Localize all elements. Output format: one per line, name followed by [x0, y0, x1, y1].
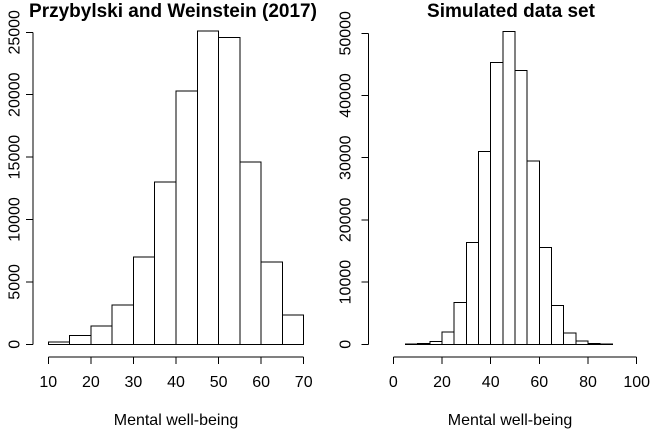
histogram-bar [239, 161, 262, 345]
x-tick-label: 70 [295, 374, 313, 391]
right-x-axis-label: Mental well-being [447, 412, 573, 429]
histogram-bar [502, 30, 516, 345]
histogram-bar [441, 331, 455, 345]
y-tick-label: 20000 [338, 198, 355, 243]
histogram-bar [538, 246, 552, 345]
y-tick-label: 15000 [7, 135, 24, 180]
x-tick-label: 50 [210, 374, 228, 391]
x-tick-label: 20 [82, 374, 100, 391]
histogram-bar [90, 325, 113, 345]
histogram-bar [453, 302, 467, 345]
x-tick-label: 0 [389, 374, 398, 391]
y-tick-label: 10000 [338, 260, 355, 305]
histogram-bar [196, 30, 220, 345]
x-tick-label: 10 [39, 374, 57, 391]
histogram-bar [587, 342, 601, 345]
y-tick-label: 0 [338, 340, 355, 349]
right-plot-title: Simulated data set [427, 1, 595, 22]
histogram-bar [260, 261, 283, 345]
histogram-bar [514, 70, 528, 345]
x-tick-label: 100 [623, 374, 650, 391]
x-tick-label: 80 [579, 374, 597, 391]
y-tick-label: 40000 [338, 73, 355, 118]
histogram-bar [465, 241, 479, 345]
x-tick-label: 60 [252, 374, 270, 391]
histogram-bar [47, 341, 71, 345]
y-tick-label: 50000 [338, 11, 355, 56]
histogram-bar [154, 181, 177, 345]
histogram-bar [281, 314, 305, 345]
y-tick-label: 5000 [7, 264, 24, 300]
histogram-panel-0: 10 20 30 40 50 60 70 0 5000 10000 15000 20000 25000 [7, 10, 313, 391]
histogram-bar [429, 341, 443, 345]
y-tick-label: 20000 [7, 72, 24, 117]
histogram-bar [417, 343, 431, 345]
histogram-bar [175, 90, 198, 345]
histogram-bar [218, 36, 241, 345]
histogram-bar [132, 256, 156, 345]
histogram-bar [551, 305, 565, 345]
left-plot-title: Przybylski and Weinstein (2017) [29, 1, 317, 22]
histogram-bar [490, 62, 504, 345]
y-tick-label: 0 [7, 340, 24, 349]
x-tick-label: 40 [482, 374, 500, 391]
y-tick-label: 10000 [7, 197, 24, 242]
histogram-bar [526, 160, 540, 345]
y-tick-label: 30000 [338, 135, 355, 180]
histogram-panel-1: 0 20 40 60 80 100 0 10000 20000 30000 40000 50000 [338, 11, 651, 391]
x-tick-label: 20 [433, 374, 451, 391]
histogram-bar [575, 340, 589, 345]
histogram-bar [111, 304, 134, 345]
histogram-bar [478, 151, 492, 345]
x-tick-label: 60 [530, 374, 548, 391]
left-x-axis-label: Mental well-being [113, 412, 239, 429]
x-tick-label: 40 [167, 374, 185, 391]
histogram-bar [69, 335, 92, 345]
y-tick-label: 25000 [7, 10, 24, 55]
histogram-bar [563, 332, 577, 345]
x-tick-label: 30 [125, 374, 143, 391]
